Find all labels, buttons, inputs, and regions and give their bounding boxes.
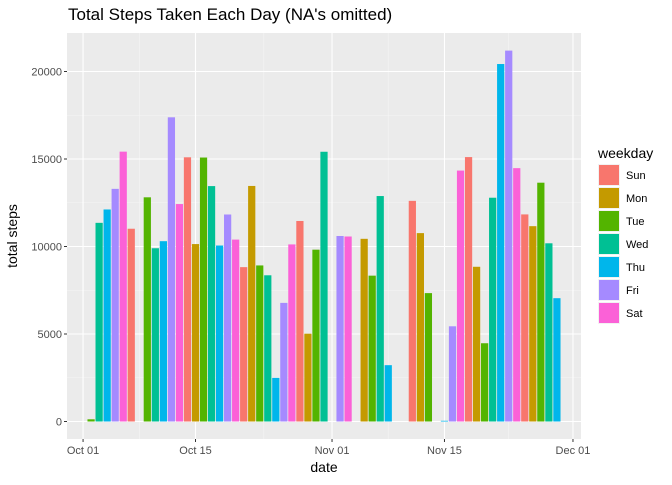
- bar-2012-11-16: [448, 326, 457, 422]
- bar-2012-11-12: [416, 233, 424, 422]
- bar-2012-10-30: [312, 249, 320, 422]
- bar-2012-10-04: [103, 209, 111, 422]
- y-tick-label: 10000: [31, 242, 62, 254]
- bar-2012-11-21: [489, 197, 497, 422]
- legend-swatch-tue: [599, 211, 619, 231]
- bar-2012-10-16: [199, 157, 208, 422]
- legend-swatch-sun: [599, 165, 619, 185]
- bar-2012-11-17: [456, 170, 465, 422]
- y-axis: 0 5000 10000 15000 20000: [31, 67, 67, 429]
- bar-2012-11-18: [464, 157, 473, 422]
- bar-2012-10-13: [175, 204, 184, 422]
- y-tick-label: 0: [56, 417, 62, 429]
- chart-title: Total Steps Taken Each Day (NA's omitted…: [68, 5, 392, 24]
- x-tick-label: Oct 01: [67, 445, 99, 457]
- legend: weekday Sun Mon Tue Wed Thu Fri Sat: [597, 145, 653, 324]
- bar-2012-10-10: [151, 248, 159, 422]
- legend-label-tue: Tue: [626, 216, 645, 228]
- bar-2012-10-27: [288, 244, 296, 422]
- bar-2012-10-29: [304, 333, 312, 422]
- bar-2012-10-22: [248, 185, 256, 422]
- bar-2012-11-23: [505, 50, 513, 422]
- y-tick-label: 20000: [31, 67, 62, 79]
- bar-2012-11-22: [497, 64, 505, 422]
- legend-swatch-thu: [599, 257, 619, 277]
- bar-2012-10-18: [215, 245, 224, 422]
- bar-2012-10-28: [296, 220, 304, 422]
- x-tick-label: Nov 15: [427, 445, 462, 457]
- bar-2012-11-02: [336, 236, 344, 422]
- legend-swatch-wed: [599, 234, 619, 254]
- bar-2012-11-11: [408, 200, 416, 422]
- y-axis-label: total steps: [4, 204, 20, 268]
- bars: [87, 50, 561, 422]
- legend-title: weekday: [597, 145, 653, 161]
- x-axis-label: date: [310, 459, 337, 475]
- bar-2012-11-05: [360, 238, 368, 422]
- bar-2012-10-15: [191, 244, 200, 422]
- bar-2012-10-20: [232, 239, 240, 422]
- x-axis: Oct 01 Oct 15 Nov 01 Nov 15 Dec 01: [67, 439, 591, 457]
- bar-2012-10-02: [87, 419, 95, 422]
- bar-2012-11-06: [368, 275, 376, 422]
- bar-2012-10-24: [264, 275, 272, 422]
- legend-swatch-sat: [599, 303, 619, 323]
- legend-label-wed: Wed: [626, 239, 648, 251]
- bar-2012-11-24: [513, 168, 521, 422]
- bar-2012-10-12: [167, 117, 176, 422]
- legend-label-sun: Sun: [626, 170, 646, 182]
- bar-2012-10-07: [127, 228, 135, 422]
- bar-2012-11-03: [344, 236, 352, 422]
- bar-2012-11-19: [472, 266, 481, 422]
- bar-2012-11-08: [384, 365, 392, 422]
- bar-2012-11-15: [440, 420, 449, 422]
- legend-swatch-fri: [599, 280, 619, 300]
- bar-2012-10-14: [183, 157, 192, 422]
- legend-items: Sun Mon Tue Wed Thu Fri Sat: [598, 164, 648, 324]
- bar-2012-11-13: [424, 293, 433, 422]
- legend-label-sat: Sat: [626, 308, 643, 320]
- bar-2012-11-28: [545, 243, 553, 422]
- bar-2012-10-09: [143, 197, 151, 422]
- bar-2012-10-21: [240, 267, 248, 422]
- x-tick-label: Nov 01: [315, 445, 350, 457]
- bar-2012-11-20: [481, 343, 489, 422]
- bar-2012-11-27: [537, 182, 545, 422]
- legend-label-thu: Thu: [626, 262, 645, 274]
- bar-2012-10-19: [224, 214, 232, 422]
- bar-2012-10-23: [256, 265, 264, 422]
- legend-label-mon: Mon: [626, 193, 647, 205]
- bar-2012-10-06: [119, 151, 127, 422]
- bar-2012-10-17: [207, 186, 216, 422]
- bar-2012-11-29: [553, 298, 561, 422]
- bar-2012-10-03: [95, 222, 103, 422]
- x-tick-label: Oct 15: [179, 445, 211, 457]
- bar-2012-10-05: [111, 188, 119, 422]
- bar-2012-10-31: [320, 151, 328, 422]
- legend-swatch-mon: [599, 188, 619, 208]
- y-tick-label: 15000: [31, 154, 62, 166]
- y-tick-label: 5000: [38, 329, 62, 341]
- bar-2012-11-07: [376, 196, 384, 422]
- bar-2012-10-26: [280, 302, 288, 422]
- bar-2012-10-11: [159, 241, 167, 422]
- bar-2012-11-26: [529, 226, 537, 422]
- x-tick-label: Dec 01: [556, 445, 591, 457]
- bar-2012-10-25: [272, 377, 280, 422]
- legend-label-fri: Fri: [626, 285, 639, 297]
- bar-2012-11-25: [521, 214, 529, 422]
